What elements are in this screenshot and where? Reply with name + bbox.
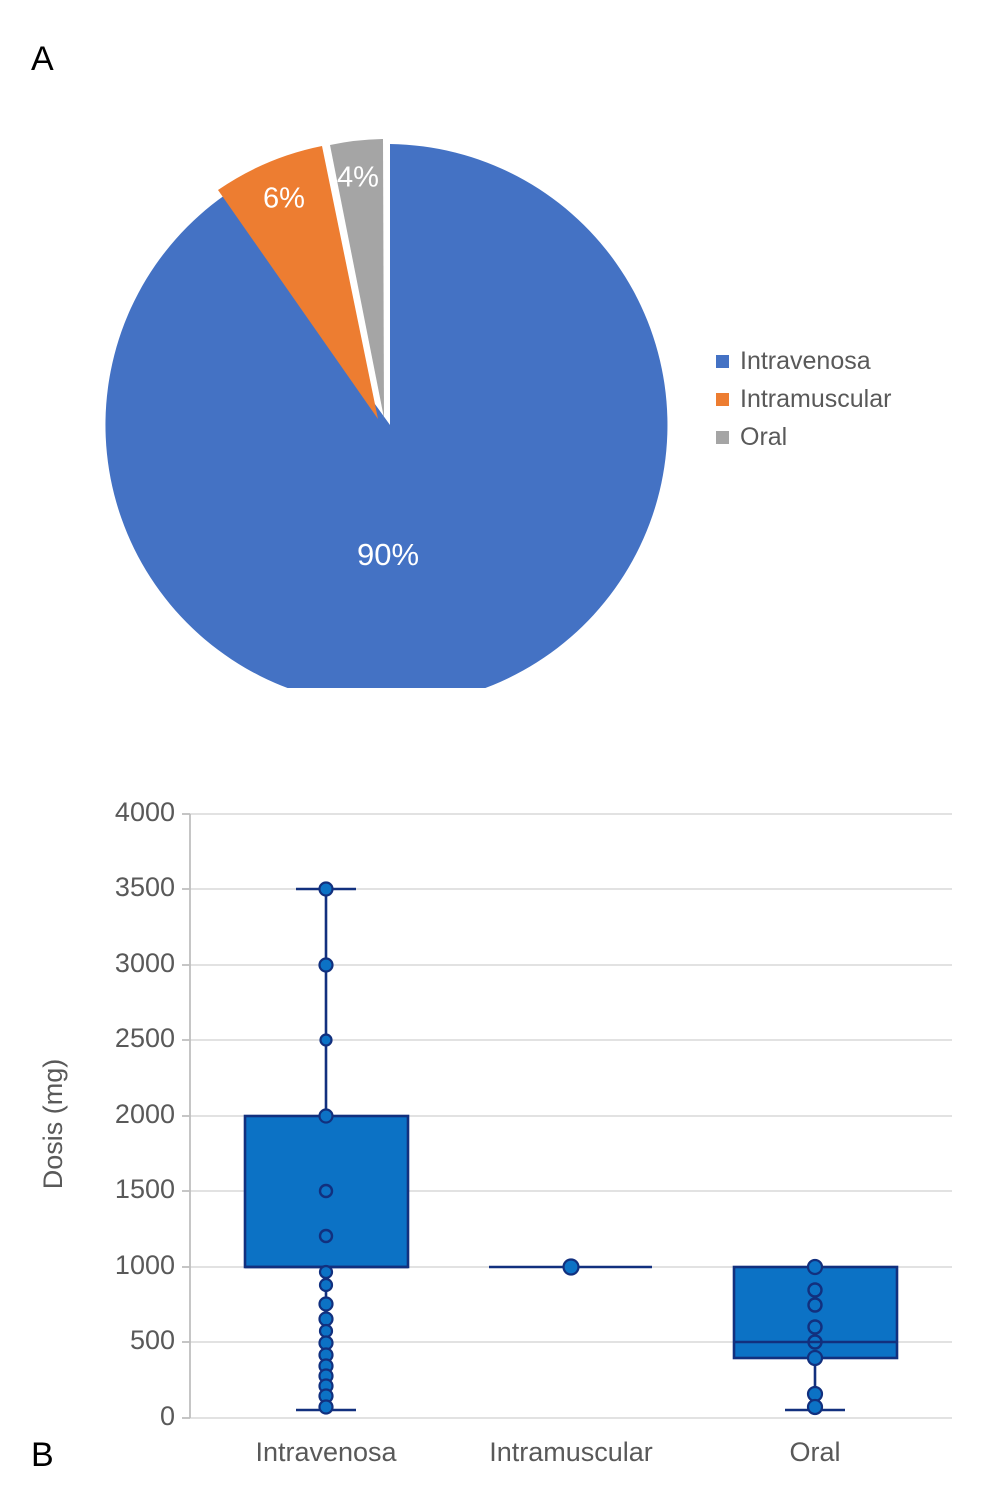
pie-slice-intramuscular[interactable]: [218, 146, 378, 419]
y-tick-2500: 2500: [115, 1023, 175, 1053]
y-axis: [182, 813, 191, 1419]
pie-label-oral: 4%: [337, 162, 379, 194]
y-tick-4000: 4000: [115, 797, 175, 827]
legend-item-intravenosa[interactable]: Intravenosa: [716, 348, 986, 375]
y-tick-3500: 3500: [115, 872, 175, 902]
y-axis-title: Dosis (mg): [38, 1059, 68, 1190]
legend-label-intravenosa: Intravenosa: [740, 347, 871, 375]
box-plot-svg: Dosis (mg) 4000 3500: [38, 797, 952, 1467]
box-oral[interactable]: [732, 1258, 899, 1416]
data-points-intravenosa: [318, 881, 334, 1415]
panel-b-label: B: [31, 1436, 54, 1474]
panel-a-pie-chart: A 90% 6% 4% Intravenosa Intramuscular Or…: [0, 0, 992, 716]
legend-swatch-intramuscular: [716, 393, 729, 406]
pie-slice-oral[interactable]: [330, 139, 384, 418]
pie-slice-intravenosa[interactable]: [105, 144, 668, 688]
data-points-oral: [806, 1258, 824, 1416]
legend-label-intramuscular: Intramuscular: [740, 385, 892, 413]
y-tick-500: 500: [130, 1325, 175, 1355]
legend-label-oral: Oral: [740, 423, 788, 451]
pie-label-intravenosa: 90%: [357, 537, 419, 572]
y-tick-2000: 2000: [115, 1099, 175, 1129]
pie-chart-plot-area: 90% 6% 4%: [96, 128, 676, 688]
y-tick-1500: 1500: [115, 1174, 175, 1204]
panel-b-box-plot: B Dosis (mg): [0, 716, 992, 1499]
x-tick-intravenosa: Intravenosa: [255, 1437, 397, 1467]
y-tick-3000: 3000: [115, 948, 175, 978]
panel-a-label: A: [31, 40, 54, 78]
legend-item-oral[interactable]: Oral: [716, 424, 986, 451]
pie-chart-svg: 90% 6% 4%: [105, 139, 668, 688]
legend-swatch-intravenosa: [716, 355, 729, 368]
pie-legend: Intravenosa Intramuscular Oral: [716, 348, 986, 462]
y-tick-0: 0: [160, 1401, 175, 1431]
x-tick-intramuscular: Intramuscular: [489, 1437, 653, 1467]
data-point-intramuscular: [562, 1258, 580, 1276]
legend-swatch-oral: [716, 431, 729, 444]
box-intramuscular[interactable]: [489, 1258, 652, 1276]
legend-item-intramuscular[interactable]: Intramuscular: [716, 386, 986, 413]
box-intravenosa[interactable]: [243, 881, 410, 1415]
x-tick-oral: Oral: [789, 1437, 840, 1467]
y-tick-1000: 1000: [115, 1250, 175, 1280]
pie-label-intramuscular: 6%: [263, 183, 305, 215]
